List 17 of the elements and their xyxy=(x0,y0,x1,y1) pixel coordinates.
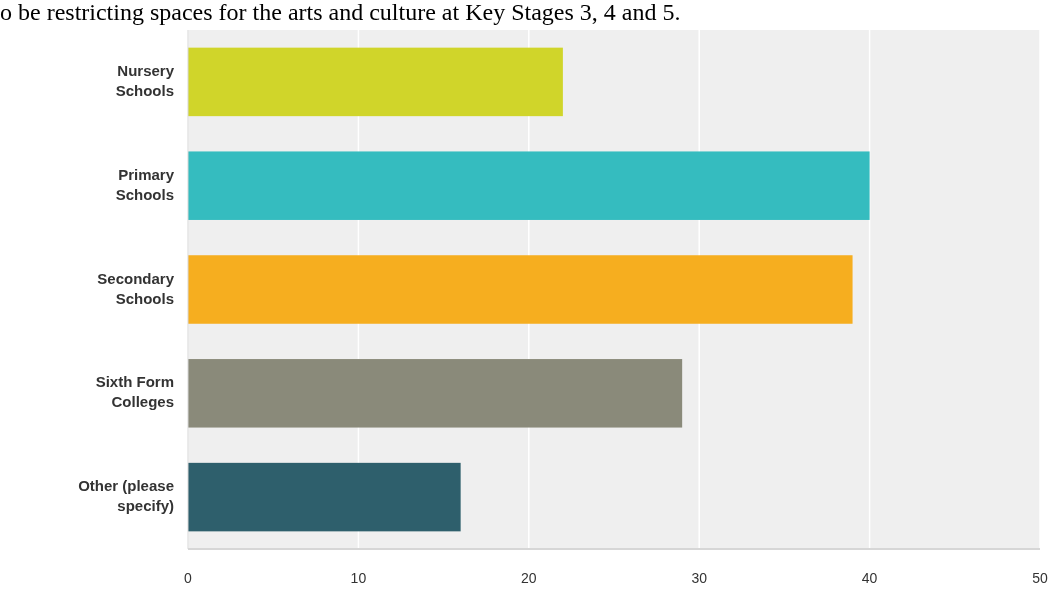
x-tick-label: 0 xyxy=(184,570,193,586)
y-tick-label: Sixth Form Colleges xyxy=(95,373,174,411)
bar xyxy=(188,359,683,428)
chart-title: o be restricting spaces for the arts and culture at Key Stages 3, 4 and 5. xyxy=(0,0,681,25)
bar xyxy=(188,47,563,117)
x-tick-label: 20 xyxy=(521,570,537,586)
x-tick-label: 40 xyxy=(861,570,878,586)
bar xyxy=(188,255,853,324)
y-tick-label: Secondary Schools xyxy=(97,269,175,307)
x-tick-label: 50 xyxy=(1032,570,1048,586)
bar xyxy=(188,151,870,220)
x-tick-label: 30 xyxy=(691,570,708,586)
y-tick-label: Other (please specify) xyxy=(78,477,174,515)
x-tick-label: 10 xyxy=(350,570,367,586)
y-tick-label: Nursery Schools xyxy=(115,61,175,99)
bar xyxy=(188,462,461,532)
y-tick-label: Primary Schools xyxy=(115,165,175,203)
